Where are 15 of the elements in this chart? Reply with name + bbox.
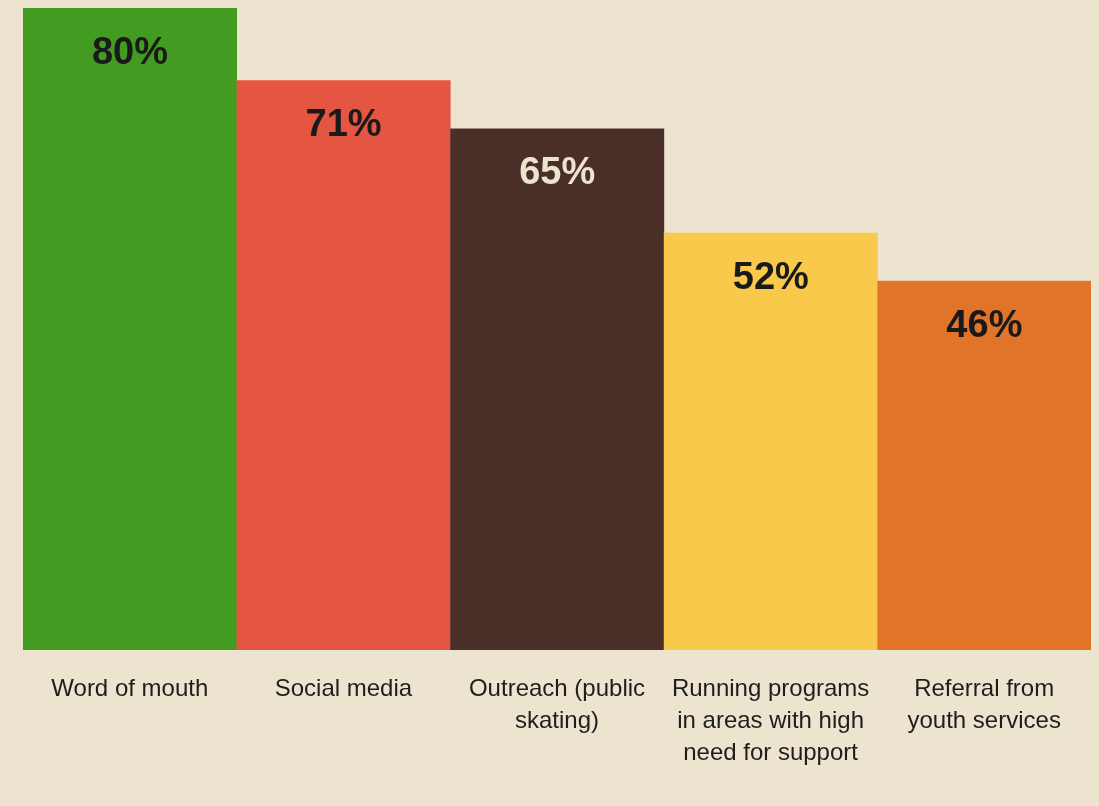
x-tick-label: Word of mouth [51, 674, 209, 701]
bar [450, 128, 665, 650]
bar [663, 232, 878, 650]
x-tick-label: Referral from youth services [907, 674, 1061, 733]
x-tick-label: Outreach (public skating) [468, 674, 646, 733]
bar [236, 80, 451, 650]
data-label: 52% [732, 254, 809, 297]
x-tick-label: Running programs in areas with high need for support [671, 674, 870, 765]
data-label: 71% [305, 102, 382, 145]
data-label: 80% [91, 30, 169, 72]
data-label: 46% [946, 302, 1023, 345]
data-label: 65% [519, 150, 596, 193]
x-tick-label: Social media [274, 674, 413, 701]
bar [877, 280, 1091, 650]
bar [23, 8, 237, 650]
